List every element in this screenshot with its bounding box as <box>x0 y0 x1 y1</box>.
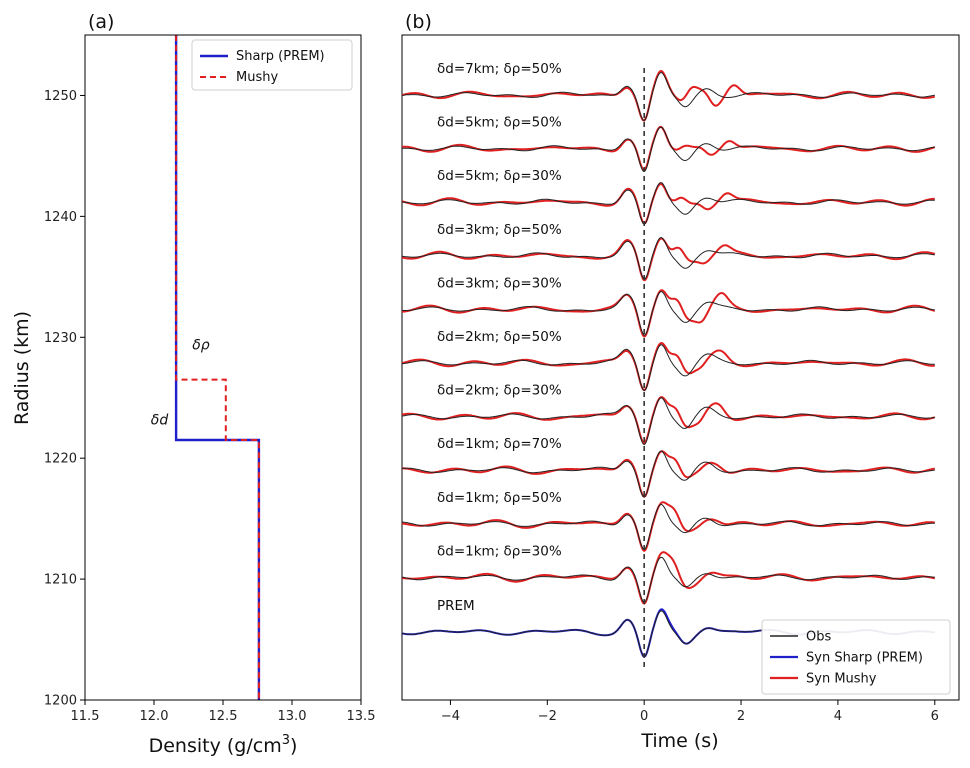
trace-label: δd=1km; δρ=30% <box>437 543 562 559</box>
annotation-delta-rho: δρ <box>192 337 210 353</box>
panel-a-y-ticks: 1200 1210 1220 1230 1240 1250 <box>44 89 85 709</box>
series-line-mushy <box>175 35 260 700</box>
legend-label: Syn Mushy <box>806 672 877 687</box>
panel-b-traces <box>401 68 936 668</box>
panel-a-legend: Sharp (PREM) Mushy <box>191 39 353 91</box>
series-line-sharp <box>174 35 261 700</box>
x-tick-label: 12.0 <box>140 709 169 724</box>
annotation-delta-d: δd <box>151 412 169 428</box>
x-tick-label: 6 <box>931 709 939 724</box>
panel-b-frame <box>401 34 960 701</box>
panel-a-x-axis-label: Density (g/cm3) <box>149 733 298 757</box>
legend-label: Syn Sharp (PREM) <box>806 651 923 666</box>
trace-synthetic <box>401 551 936 605</box>
trace-label: δd=2km; δρ=30% <box>437 383 562 399</box>
panel-b-trace-labels: δd=7km; δρ=50% δd=5km; δρ=50% δd=5km; δρ=3… <box>437 61 562 614</box>
panel-a-y-axis-label: Radius (km) <box>11 311 33 425</box>
legend-label-mushy: Mushy <box>236 70 278 85</box>
trace-label: δd=5km; δρ=50% <box>437 115 562 131</box>
trace-observed <box>401 556 935 604</box>
y-tick-label: 1210 <box>44 573 77 588</box>
y-tick-label: 1250 <box>44 89 77 104</box>
trace-observed <box>401 397 935 446</box>
x-tick-label: 11.5 <box>71 709 100 724</box>
y-tick-label: 1240 <box>44 210 77 225</box>
panel-a-x-ticks: 11.5 12.0 12.5 13.0 13.5 <box>71 700 376 724</box>
panel-b-x-ticks: −4 −2 0 2 4 6 <box>441 700 939 724</box>
panel-a-density-profile: (a) 11.5 12.0 12.5 13.0 13.5 1200 1210 1220 123… <box>11 11 375 757</box>
trace-label: δd=5km; δρ=30% <box>437 168 562 184</box>
trace-synthetic <box>401 182 935 225</box>
trace-observed <box>401 344 935 392</box>
trace-synthetic <box>401 289 936 338</box>
trace-observed <box>401 182 935 225</box>
trace-observed <box>401 126 935 173</box>
x-tick-label: 0 <box>640 709 648 724</box>
trace-observed <box>401 72 935 122</box>
y-tick-label: 1200 <box>44 694 77 709</box>
y-tick-label: 1220 <box>44 452 77 467</box>
trace-synthetic <box>401 125 936 172</box>
x-tick-label: 4 <box>834 709 842 724</box>
panel-a-annotations: δρ δd <box>151 337 210 428</box>
trace-label: δd=1km; δρ=70% <box>437 436 562 452</box>
panel-a-legend-box <box>191 39 353 91</box>
trace-observed <box>401 450 935 498</box>
panel-a-marks <box>174 35 261 700</box>
y-tick-label: 1230 <box>44 331 77 346</box>
trace-label: δd=7km; δρ=50% <box>437 61 562 77</box>
x-label-tail: ) <box>290 735 297 757</box>
trace-synthetic <box>401 396 936 445</box>
panel-b-waveforms: (b) δd=7km; δρ=50% δd=5km; δρ=50% δd=5km; … <box>401 11 960 752</box>
panel-b-legend-box <box>761 619 951 695</box>
trace-synthetic <box>401 450 935 498</box>
x-tick-label: −4 <box>441 709 460 724</box>
trace-observed <box>401 503 935 551</box>
x-tick-label: 12.5 <box>209 709 238 724</box>
trace-label: δd=2km; δρ=50% <box>437 329 562 345</box>
trace-label: PREM <box>437 598 475 614</box>
x-label-superscript: 3 <box>282 733 290 748</box>
trace-synthetic <box>401 69 936 122</box>
trace-label: δd=3km; δρ=30% <box>437 275 562 291</box>
trace-observed <box>401 237 935 280</box>
panel-b-x-axis-label: Time (s) <box>640 730 718 752</box>
legend-label: Obs <box>806 630 831 645</box>
x-label-main: Density (g/cm <box>149 735 282 757</box>
panel-b-label: (b) <box>405 11 432 33</box>
trace-observed <box>401 291 935 336</box>
legend-label-sharp: Sharp (PREM) <box>236 49 325 64</box>
panel-b-legend: Obs Syn Sharp (PREM) Syn Mushy <box>761 619 951 695</box>
trace-label: δd=1km; δρ=50% <box>437 490 562 506</box>
panel-a-label: (a) <box>88 11 114 33</box>
trace-label: δd=3km; δρ=50% <box>437 222 562 238</box>
x-tick-label: −2 <box>538 709 557 724</box>
x-tick-label: 2 <box>737 709 745 724</box>
panel-a-frame <box>84 34 362 701</box>
x-tick-label: 13.0 <box>278 709 307 724</box>
x-tick-label: 13.5 <box>347 709 376 724</box>
trace-synthetic <box>401 237 936 282</box>
